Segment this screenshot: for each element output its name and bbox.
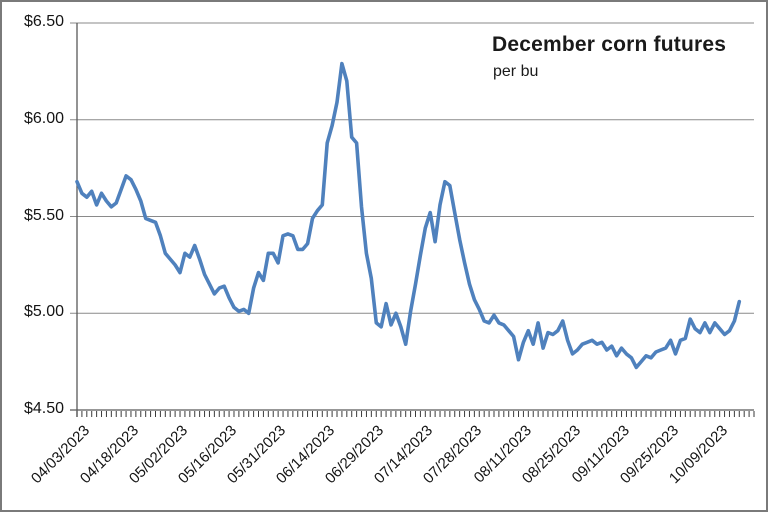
y-tick-label: $6.00 <box>23 109 64 127</box>
y-tick-label: $4.50 <box>23 400 64 417</box>
chart-subtitle: per bu <box>493 63 539 80</box>
y-tick-label: $5.50 <box>23 206 64 224</box>
y-tick-label: $6.50 <box>23 13 64 30</box>
chart-title: December corn futures <box>492 33 727 56</box>
y-tick-label: $5.00 <box>23 303 64 321</box>
price-series-line <box>75 61 742 370</box>
